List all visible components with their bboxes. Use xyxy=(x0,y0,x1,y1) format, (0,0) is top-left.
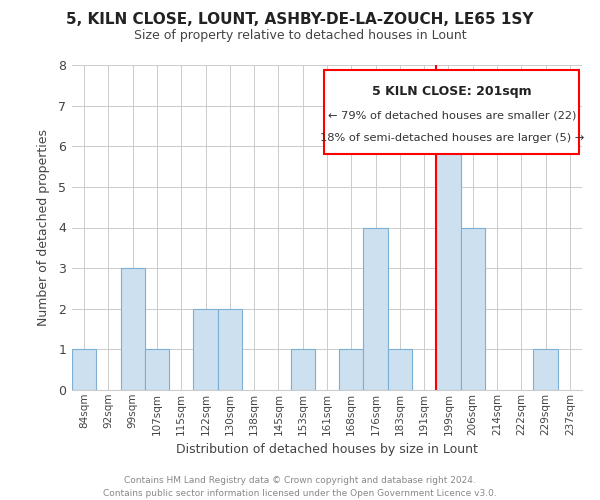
Bar xyxy=(533,350,558,390)
Text: 18% of semi-detached houses are larger (5) →: 18% of semi-detached houses are larger (… xyxy=(320,133,584,143)
Bar xyxy=(72,350,96,390)
Bar xyxy=(436,106,461,390)
Text: Size of property relative to detached houses in Lount: Size of property relative to detached ho… xyxy=(134,30,466,43)
Bar xyxy=(290,350,315,390)
Text: Contains HM Land Registry data © Crown copyright and database right 2024.
Contai: Contains HM Land Registry data © Crown c… xyxy=(103,476,497,498)
Bar xyxy=(218,308,242,390)
Bar xyxy=(461,228,485,390)
Text: 5 KILN CLOSE: 201sqm: 5 KILN CLOSE: 201sqm xyxy=(372,84,532,98)
X-axis label: Distribution of detached houses by size in Lount: Distribution of detached houses by size … xyxy=(176,443,478,456)
Text: ← 79% of detached houses are smaller (22): ← 79% of detached houses are smaller (22… xyxy=(328,110,576,120)
Bar xyxy=(121,268,145,390)
FancyBboxPatch shape xyxy=(325,70,580,154)
Y-axis label: Number of detached properties: Number of detached properties xyxy=(37,129,50,326)
Bar xyxy=(193,308,218,390)
Bar xyxy=(364,228,388,390)
Bar xyxy=(339,350,364,390)
Text: 5, KILN CLOSE, LOUNT, ASHBY-DE-LA-ZOUCH, LE65 1SY: 5, KILN CLOSE, LOUNT, ASHBY-DE-LA-ZOUCH,… xyxy=(66,12,534,28)
Bar xyxy=(145,350,169,390)
Bar xyxy=(388,350,412,390)
